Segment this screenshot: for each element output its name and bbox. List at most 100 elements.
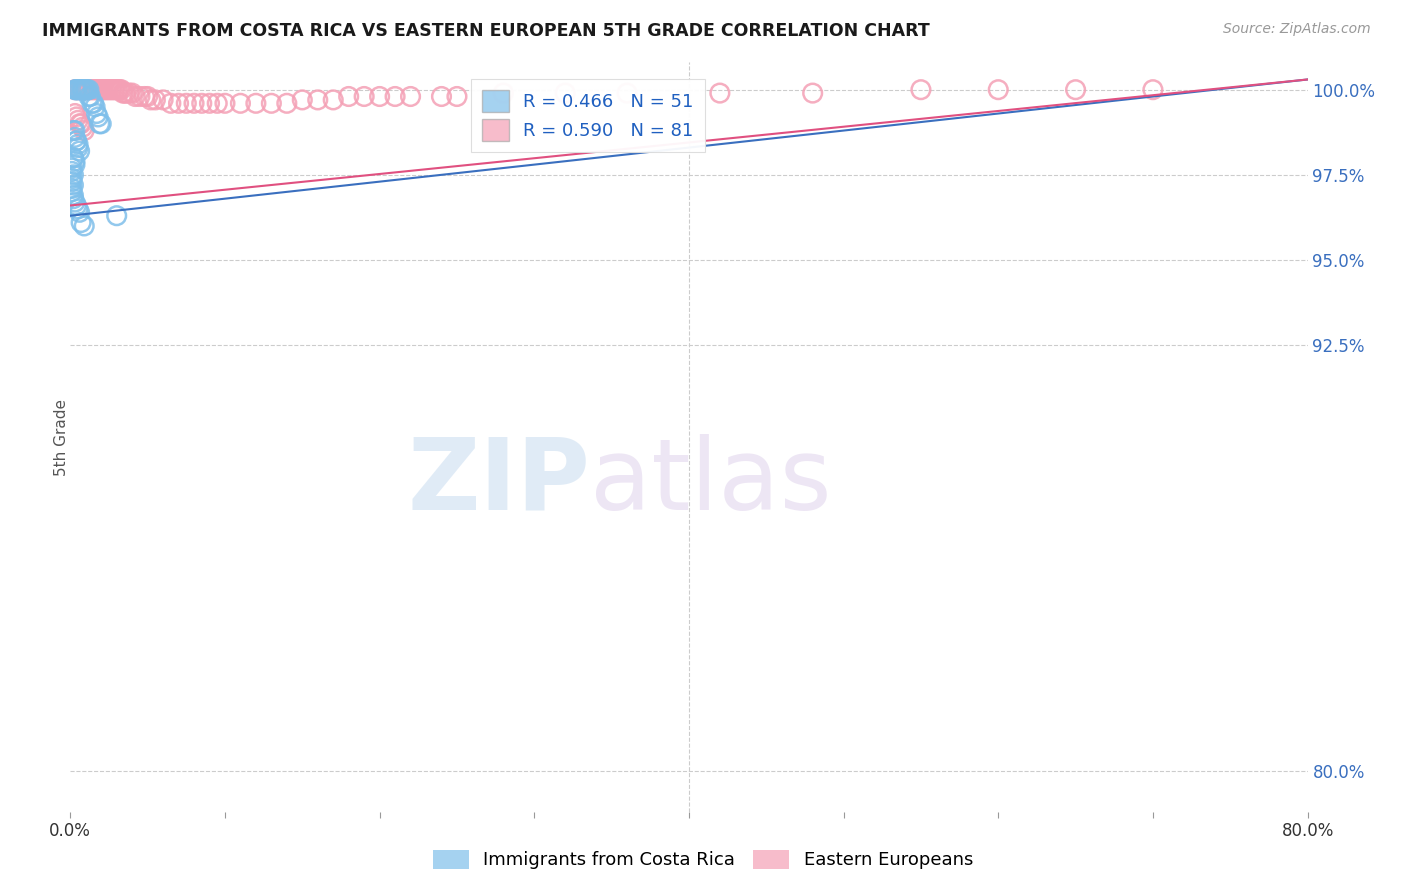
Point <box>87 110 110 124</box>
Point <box>134 89 156 103</box>
Point <box>63 83 86 97</box>
Point <box>103 83 125 97</box>
Point <box>167 96 190 111</box>
Point <box>111 86 134 100</box>
Point <box>145 93 166 107</box>
Point <box>84 100 107 114</box>
Point <box>276 96 298 111</box>
Point <box>73 219 96 233</box>
Point <box>93 83 115 97</box>
Point <box>63 83 86 97</box>
Point <box>124 89 146 103</box>
Point <box>60 164 83 178</box>
Point <box>82 96 105 111</box>
Point <box>191 96 214 111</box>
Point <box>105 83 128 97</box>
Point <box>67 83 90 97</box>
Point <box>84 83 107 97</box>
Point <box>72 83 94 97</box>
Point <box>174 96 197 111</box>
Point <box>63 130 86 145</box>
Point <box>87 83 110 97</box>
Point <box>60 181 83 195</box>
Point <box>75 83 97 97</box>
Point <box>229 96 252 111</box>
Point <box>987 83 1010 97</box>
Point <box>65 83 87 97</box>
Point <box>104 83 127 97</box>
Point <box>65 134 87 148</box>
Point <box>86 106 108 120</box>
Point <box>69 83 91 97</box>
Point <box>152 93 174 107</box>
Point <box>65 134 87 148</box>
Point <box>62 151 84 165</box>
Point <box>63 154 86 169</box>
Point <box>616 86 638 100</box>
Point <box>77 89 100 103</box>
Point <box>79 89 101 103</box>
Point <box>430 89 453 103</box>
Point <box>80 83 103 97</box>
Point <box>160 96 183 111</box>
Point <box>75 83 97 97</box>
Text: ZIP: ZIP <box>408 434 591 531</box>
Point <box>67 137 90 152</box>
Point <box>63 106 86 120</box>
Point <box>72 83 94 97</box>
Point <box>62 123 84 137</box>
Point <box>90 83 112 97</box>
Legend: Immigrants from Costa Rica, Eastern Europeans: Immigrants from Costa Rica, Eastern Euro… <box>423 841 983 879</box>
Text: IMMIGRANTS FROM COSTA RICA VS EASTERN EUROPEAN 5TH GRADE CORRELATION CHART: IMMIGRANTS FROM COSTA RICA VS EASTERN EU… <box>42 22 929 40</box>
Point <box>108 83 131 97</box>
Point <box>100 83 122 97</box>
Point <box>110 83 132 97</box>
Point <box>94 83 117 97</box>
Point <box>76 83 98 97</box>
Point <box>77 83 100 97</box>
Y-axis label: 5th Grade: 5th Grade <box>55 399 69 475</box>
Point <box>801 86 824 100</box>
Point <box>709 86 731 100</box>
Point <box>72 120 94 135</box>
Point <box>60 185 83 199</box>
Point <box>62 168 84 182</box>
Point <box>384 89 406 103</box>
Point <box>60 161 83 175</box>
Point <box>245 96 267 111</box>
Point <box>82 83 105 97</box>
Point <box>1142 83 1164 97</box>
Point <box>114 86 135 100</box>
Point <box>67 140 90 154</box>
Point <box>198 96 221 111</box>
Point <box>73 83 96 97</box>
Point <box>70 83 93 97</box>
Point <box>69 83 91 97</box>
Point <box>105 209 128 223</box>
Point <box>89 117 111 131</box>
Point <box>69 205 91 219</box>
Point <box>69 117 91 131</box>
Point <box>322 93 344 107</box>
Point <box>337 89 360 103</box>
Point <box>368 89 391 103</box>
Point <box>80 96 103 111</box>
Point <box>67 202 90 216</box>
Point <box>70 117 93 131</box>
Point <box>115 86 138 100</box>
Point <box>1064 83 1087 97</box>
Point <box>307 93 329 107</box>
Point <box>90 117 112 131</box>
Point <box>91 83 114 97</box>
Text: Source: ZipAtlas.com: Source: ZipAtlas.com <box>1223 22 1371 37</box>
Point <box>554 86 576 100</box>
Point <box>63 123 86 137</box>
Point <box>399 89 422 103</box>
Point <box>492 86 515 100</box>
Point <box>101 83 124 97</box>
Point <box>65 83 87 97</box>
Legend: R = 0.466   N = 51, R = 0.590   N = 81: R = 0.466 N = 51, R = 0.590 N = 81 <box>471 79 704 152</box>
Point <box>89 83 111 97</box>
Point <box>260 96 283 111</box>
Point <box>79 83 101 97</box>
